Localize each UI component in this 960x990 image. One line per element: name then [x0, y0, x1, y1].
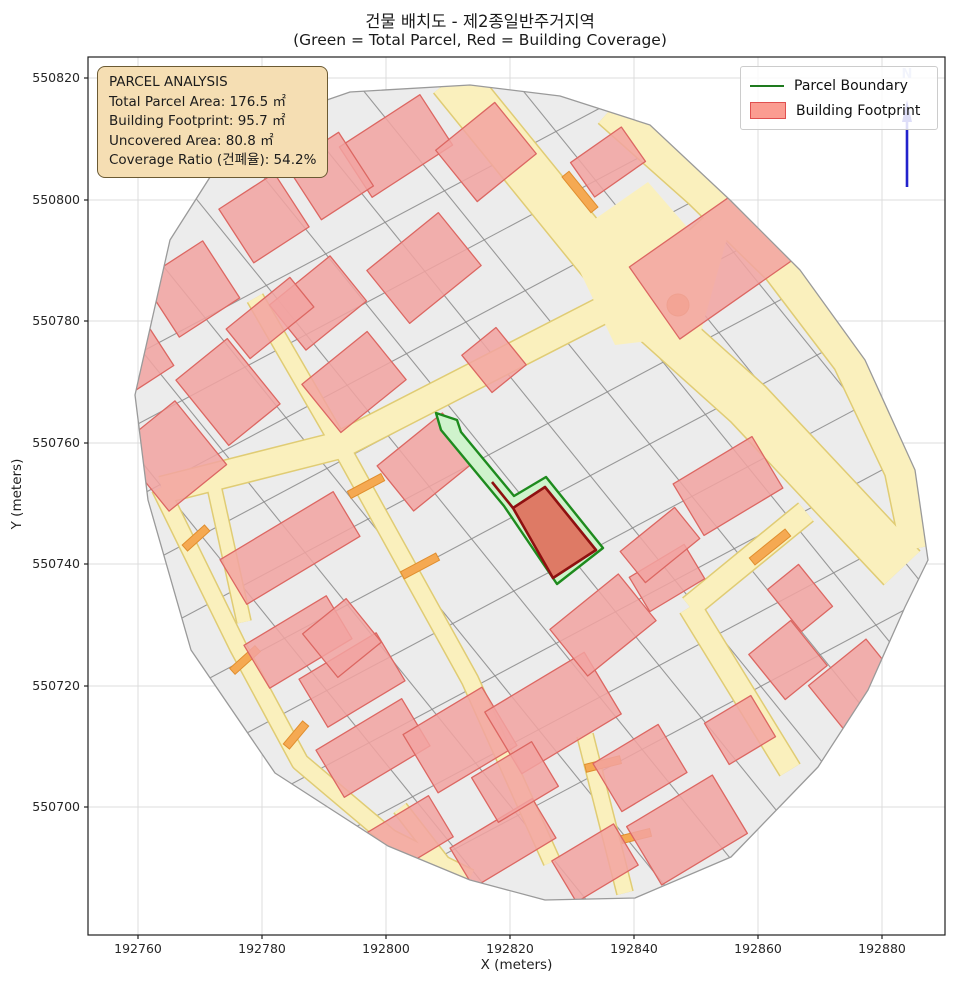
y-tick: 550780: [32, 313, 80, 328]
parcel-analysis-line: Building Footprint: 95.7 ㎡: [109, 113, 286, 129]
figure-title: 건물 배치도 - 제2종일반주거지역: [365, 12, 595, 31]
y-tick: 550800: [32, 192, 80, 207]
x-tick: 192760: [114, 941, 162, 956]
x-tick: 192840: [610, 941, 658, 956]
x-tick: 192880: [858, 941, 906, 956]
legend-item-building-footprint: Building Footprint: [750, 98, 928, 123]
x-tick: 192860: [734, 941, 782, 956]
legend: Parcel Boundary Building Footprint: [740, 66, 938, 130]
parcel-analysis-title: PARCEL ANALYSIS: [109, 74, 228, 90]
y-axis-label: Y (meters): [9, 458, 25, 530]
parcel-analysis-line: Coverage Ratio (건폐율): 54.2%: [109, 152, 317, 168]
parcel-boundary-line-icon: [750, 84, 784, 87]
legend-item-parcel-boundary: Parcel Boundary: [750, 73, 928, 98]
y-tick: 550720: [32, 678, 80, 693]
x-tick: 192780: [238, 941, 286, 956]
parcel-analysis-line: Total Parcel Area: 176.5 ㎡: [109, 93, 286, 110]
figure-subtitle: (Green = Total Parcel, Red = Building Co…: [293, 31, 667, 49]
x-tick: 192820: [486, 941, 534, 956]
y-tick: 550820: [32, 70, 80, 85]
parcel-analysis-line: Uncovered Area: 80.8 ㎡: [109, 132, 274, 149]
x-tick: 192800: [362, 941, 410, 956]
y-tick: 550700: [32, 799, 80, 814]
y-tick: 550740: [32, 556, 80, 571]
building-footprint-swatch-icon: [750, 102, 786, 119]
legend-label: Building Footprint: [796, 102, 921, 119]
y-tick: 550760: [32, 435, 80, 450]
legend-label: Parcel Boundary: [794, 77, 908, 94]
parcel-analysis-lines: Total Parcel Area: 176.5 ㎡ Building Footp…: [109, 93, 316, 171]
x-axis-label: X (meters): [480, 957, 553, 973]
parcel-analysis-box: PARCEL ANALYSIS Total Parcel Area: 176.5…: [97, 66, 329, 178]
